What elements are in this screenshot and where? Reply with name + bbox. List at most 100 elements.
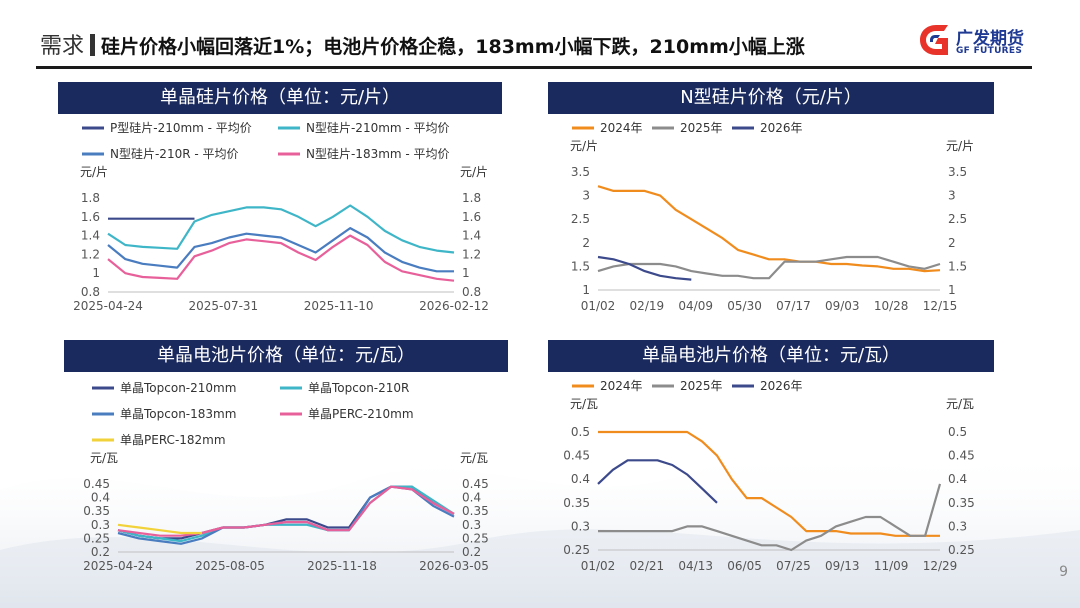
c2-ytick-right-0: 3.5 (948, 165, 967, 179)
c4-ytick-right-0: 0.5 (948, 425, 967, 439)
c2-ytick-right-2: 2.5 (948, 212, 967, 226)
c4-ytick-left-4: 0.3 (571, 519, 590, 533)
c1-ytick-left-4: 1 (92, 266, 100, 280)
c3-xtick-2: 2025-11-18 (307, 559, 377, 573)
c1-xtick-2: 2025-11-10 (304, 299, 374, 313)
c3-legend-label-2: 单晶Topcon-183mm (120, 407, 236, 421)
c1-legend-label-3: N型硅片-183mm - 平均价 (306, 147, 450, 161)
c4-series-line-0 (598, 430, 940, 537)
logo-text-cn: 广发期货 (956, 29, 1024, 49)
c2-series-line-2 (597, 255, 692, 281)
c3-legend-label-0: 单晶Topcon-210mm (120, 381, 236, 395)
c4-ylabel-right: 元/瓦 (946, 397, 974, 411)
c4-legend-label-2: 2026年 (760, 379, 803, 393)
c1-xtick-0: 2025-04-24 (73, 299, 143, 313)
c4-ytick-left-0: 0.5 (571, 425, 590, 439)
chart-title-cell-yearly: 单晶电池片价格（单位：元/瓦） (548, 340, 994, 372)
c2-series-line-0 (597, 185, 941, 273)
c1-xtick-3: 2026-02-12 (419, 299, 489, 313)
c4-xtick-1: 02/21 (630, 559, 665, 573)
c4-ytick-left-2: 0.4 (571, 472, 590, 486)
c4-xtick-2: 04/13 (678, 559, 713, 573)
c4-legend-label-1: 2025年 (680, 379, 723, 393)
chart-title-n-wafer: N型硅片价格（元/片） (548, 82, 994, 114)
c3-ytick-left-3: 0.3 (91, 518, 110, 532)
c1-ytick-right-0: 1.8 (462, 191, 481, 205)
c3-ytick-left-5: 0.2 (91, 545, 110, 559)
c4-ytick-right-4: 0.3 (948, 519, 967, 533)
c2-xtick-7: 12/15 (923, 299, 958, 313)
c4-ytick-right-3: 0.35 (948, 496, 975, 510)
c4-ylabel-left: 元/瓦 (570, 397, 598, 411)
c4-series-line-1 (598, 483, 942, 552)
c2-ytick-right-3: 2 (948, 236, 956, 250)
c4-ytick-left-1: 0.45 (563, 449, 590, 463)
header-rule (36, 66, 1032, 69)
c1-ytick-right-3: 1.2 (462, 247, 481, 261)
c4-xtick-0: 01/02 (581, 559, 616, 573)
chart-silicon-wafer-price: P型硅片-210mm - 平均价 N型硅片-210mm - 平均价 N型硅片-210… (73, 121, 489, 313)
c4-series-line-2 (597, 459, 718, 504)
c3-legend-label-4: 单晶PERC-182mm (120, 433, 226, 447)
chart-title-silicon-wafer: 单晶硅片价格（单位：元/片） (58, 82, 502, 114)
c4-xtick-6: 11/09 (874, 559, 909, 573)
c1-xtick-1: 2025-07-31 (188, 299, 258, 313)
c2-xtick-5: 09/03 (825, 299, 860, 313)
c1-ytick-right-4: 1 (462, 266, 470, 280)
c2-xtick-2: 04/09 (678, 299, 713, 313)
c3-series-line-3 (117, 485, 455, 537)
c3-ylabel-left: 元/瓦 (90, 451, 118, 465)
c3-ytick-left-1: 0.4 (91, 491, 110, 505)
c4-legend-label-0: 2024年 (600, 379, 643, 393)
c4-ytick-right-5: 0.25 (948, 543, 975, 557)
c4-xtick-4: 07/25 (776, 559, 811, 573)
c4-ytick-left-5: 0.25 (563, 543, 590, 557)
chart-title-cell: 单晶电池片价格（单位：元/瓦） (64, 340, 508, 372)
c1-ytick-right-1: 1.6 (462, 210, 481, 224)
c2-xtick-1: 02/19 (630, 299, 665, 313)
headline: 硅片价格小幅回落近1%；电池片价格企稳，183mm小幅下跌，210mm小幅上涨 (101, 36, 805, 58)
title-divider (90, 34, 96, 56)
c3-xtick-1: 2025-08-05 (195, 559, 265, 573)
c2-xtick-3: 05/30 (727, 299, 762, 313)
c3-ylabel-right: 元/瓦 (460, 451, 488, 465)
c2-legend-label-0: 2024年 (600, 121, 643, 135)
c3-legend-label-3: 单晶PERC-210mm (308, 407, 414, 421)
c2-ylabel-right: 元/片 (946, 139, 974, 153)
c3-ytick-right-3: 0.3 (462, 518, 481, 532)
c4-xtick-7: 12/29 (923, 559, 958, 573)
c3-ytick-right-0: 0.45 (462, 477, 489, 491)
c3-series-line-4 (117, 523, 202, 535)
c2-legend-label-1: 2025年 (680, 121, 723, 135)
c2-ytick-left-0: 3.5 (571, 165, 590, 179)
slide-header: 需求 硅片价格小幅回落近1%；电池片价格企稳，183mm小幅下跌，210mm小幅上… (0, 0, 1080, 76)
c2-xtick-0: 01/02 (581, 299, 616, 313)
c3-ytick-right-2: 0.35 (462, 504, 489, 518)
c1-ytick-left-1: 1.6 (81, 210, 100, 224)
c2-ytick-left-3: 2 (582, 236, 590, 250)
c3-ytick-right-1: 0.4 (462, 491, 481, 505)
c2-ytick-left-4: 1.5 (571, 259, 590, 273)
c2-legend-label-2: 2026年 (760, 121, 803, 135)
page-number: 9 (1059, 564, 1068, 580)
c1-series-line-2 (107, 227, 454, 273)
c2-ytick-right-4: 1.5 (948, 259, 967, 273)
c1-legend-label-1: N型硅片-210mm - 平均价 (306, 121, 450, 135)
c2-ytick-right-1: 3 (948, 189, 956, 203)
c1-ylabel-right: 元/片 (460, 165, 488, 179)
c1-ytick-left-3: 1.2 (81, 247, 100, 261)
c1-ytick-left-0: 1.8 (81, 191, 100, 205)
c1-ylabel-left: 元/片 (80, 165, 108, 179)
c2-ytick-left-2: 2.5 (571, 212, 590, 226)
company-logo: 广发期货 GF FUTURES (916, 22, 1038, 62)
c3-ytick-right-5: 0.2 (462, 545, 481, 559)
c4-xtick-5: 09/13 (825, 559, 860, 573)
logo-icon (920, 25, 948, 55)
page-title: 需求 硅片价格小幅回落近1%；电池片价格企稳，183mm小幅下跌，210mm小幅上… (40, 28, 805, 60)
chart-cell-price: 单晶Topcon-210mm 单晶Topcon-210R 单晶Topcon-183m… (83, 381, 489, 573)
c4-ytick-right-1: 0.45 (948, 449, 975, 463)
c3-xtick-0: 2025-04-24 (83, 559, 153, 573)
c3-series-line-1 (117, 485, 455, 543)
c3-ytick-right-4: 0.25 (462, 531, 489, 545)
